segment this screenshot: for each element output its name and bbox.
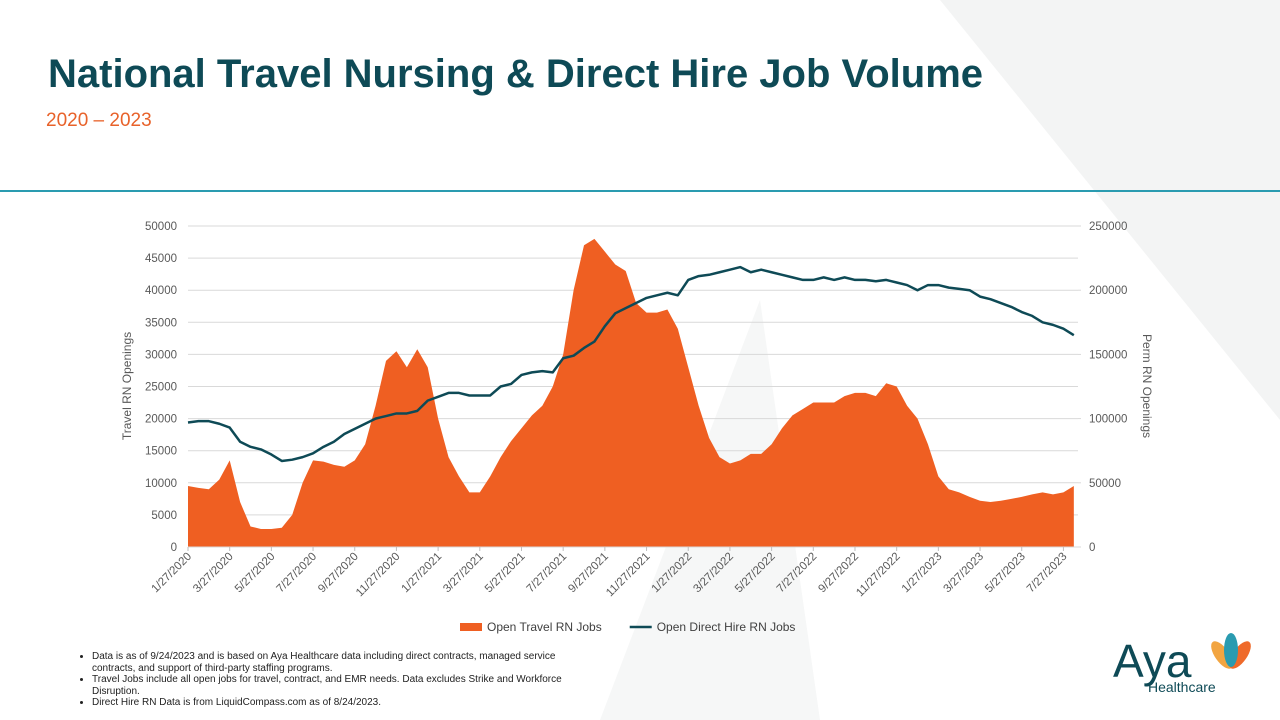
y-tick-label: 15000 (145, 446, 177, 458)
y2-tick-label: 150000 (1089, 349, 1127, 361)
y-axis-title: Travel RN Openings (120, 332, 134, 440)
y-tick-label: 35000 (145, 317, 177, 329)
y-tick-label: 30000 (145, 349, 177, 361)
footnote: Data is as of 9/24/2023 and is based on … (92, 651, 592, 674)
logo: Aya Healthcare (1113, 633, 1251, 695)
x-tick-label: 9/27/2022 (816, 551, 861, 596)
footnotes: Data is as of 9/24/2023 and is based on … (74, 651, 592, 709)
subtitle: 2020 – 2023 (46, 110, 152, 131)
legend-swatch (460, 623, 482, 631)
x-tick-label: 3/27/2023 (941, 551, 986, 596)
legend-label: Open Direct Hire RN Jobs (657, 620, 796, 634)
y-tick-label: 5000 (151, 510, 177, 522)
footnote: Direct Hire RN Data is from LiquidCompas… (92, 697, 592, 709)
x-tick-label: 5/27/2020 (233, 551, 278, 596)
bg-shape (940, 0, 1280, 420)
y2-tick-label: 50000 (1089, 478, 1121, 490)
x-tick-label: 1/27/2021 (400, 551, 445, 596)
footnote: Travel Jobs include all open jobs for tr… (92, 674, 592, 697)
y2-axis-title: Perm RN Openings (1140, 334, 1154, 438)
x-tick-label: 11/27/2021 (604, 551, 653, 600)
y2-tick-label: 200000 (1089, 285, 1127, 297)
x-tick-label: 1/27/2023 (900, 551, 945, 596)
y-tick-label: 10000 (145, 478, 177, 490)
y-tick-label: 25000 (145, 382, 177, 394)
x-tick-label: 9/27/2020 (316, 551, 361, 596)
x-tick-label: 1/27/2020 (149, 551, 194, 596)
legend-label: Open Travel RN Jobs (487, 620, 602, 634)
x-tick-label: 11/27/2020 (354, 551, 403, 600)
y-tick-label: 50000 (145, 221, 177, 233)
logo-tagline: Healthcare (1148, 679, 1216, 695)
x-tick-label: 3/27/2020 (191, 551, 236, 596)
y-tick-label: 0 (171, 542, 177, 554)
area (188, 238, 1074, 547)
petal (1224, 633, 1238, 667)
y2-tick-label: 250000 (1089, 221, 1127, 233)
x-tick-label: 5/27/2021 (483, 551, 528, 596)
y-tick-label: 20000 (145, 414, 177, 426)
x-tick-label: 5/27/2023 (983, 551, 1028, 596)
y2-tick-label: 100000 (1089, 414, 1127, 426)
title: National Travel Nursing & Direct Hire Jo… (48, 52, 983, 96)
x-tick-label: 9/27/2021 (566, 551, 611, 596)
y2-tick-label: 0 (1089, 542, 1095, 554)
y-tick-label: 45000 (145, 253, 177, 265)
x-tick-label: 3/27/2021 (441, 551, 486, 596)
logo-name: Aya (1113, 635, 1192, 687)
x-tick-label: 7/27/2023 (1025, 551, 1070, 596)
x-tick-label: 7/27/2021 (525, 551, 570, 596)
y-tick-label: 40000 (145, 285, 177, 297)
x-tick-label: 7/27/2020 (275, 551, 320, 596)
x-tick-label: 11/27/2022 (854, 551, 903, 600)
line (187, 265, 1075, 463)
